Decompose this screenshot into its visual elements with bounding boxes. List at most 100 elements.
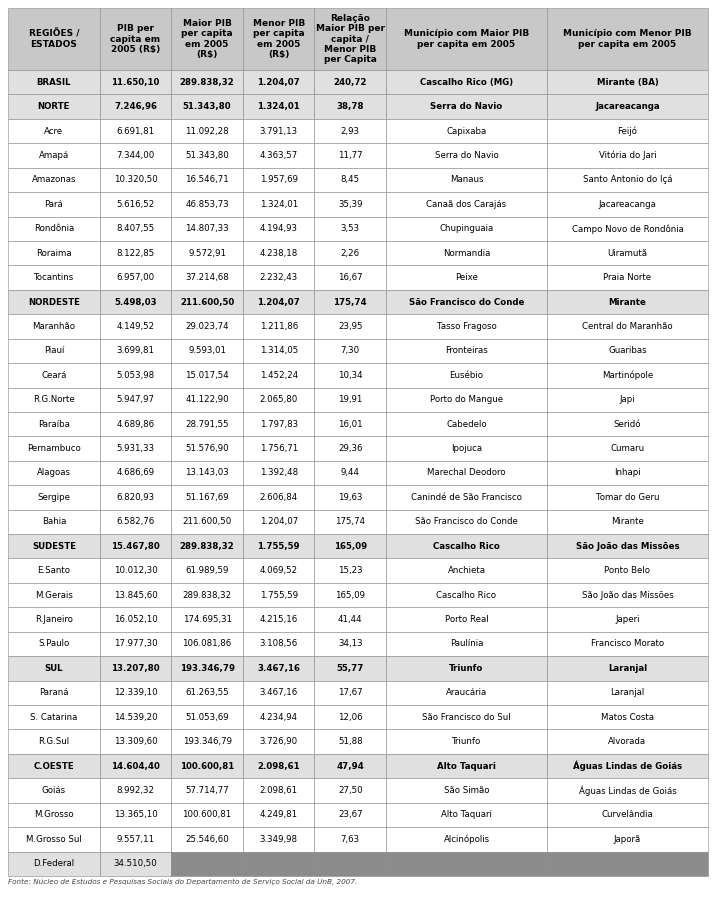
- Text: 3.699,81: 3.699,81: [117, 346, 155, 355]
- Bar: [386, 436, 547, 461]
- Bar: [100, 485, 171, 509]
- Bar: [386, 656, 547, 681]
- Bar: [100, 509, 171, 534]
- Text: R.G.Norte: R.G.Norte: [33, 395, 74, 404]
- Bar: [314, 607, 386, 632]
- Text: 6.691,81: 6.691,81: [117, 126, 155, 136]
- Text: Rondônia: Rondônia: [34, 224, 74, 234]
- Text: 100.600,81: 100.600,81: [183, 811, 232, 820]
- Bar: [243, 266, 314, 289]
- Bar: [386, 779, 547, 802]
- Text: Amazonas: Amazonas: [32, 175, 76, 184]
- Bar: [243, 363, 314, 387]
- Bar: [243, 314, 314, 339]
- Bar: [100, 168, 171, 192]
- Text: São Francisco do Conde: São Francisco do Conde: [415, 518, 518, 527]
- Bar: [8, 779, 100, 802]
- Bar: [171, 216, 243, 241]
- Text: 47,94: 47,94: [337, 761, 364, 770]
- Bar: [386, 8, 547, 70]
- Text: 175,74: 175,74: [334, 298, 367, 307]
- Text: 1.314,05: 1.314,05: [259, 346, 298, 355]
- Text: 13.845,60: 13.845,60: [114, 591, 158, 600]
- Text: Matos Costa: Matos Costa: [601, 713, 654, 722]
- Bar: [171, 827, 243, 852]
- Bar: [547, 94, 708, 119]
- Bar: [547, 729, 708, 754]
- Text: 38,78: 38,78: [337, 103, 364, 111]
- Bar: [8, 363, 100, 387]
- Text: M.Grosso: M.Grosso: [34, 811, 74, 820]
- Text: 11.650,10: 11.650,10: [112, 78, 160, 87]
- Text: 7,63: 7,63: [341, 834, 359, 844]
- Text: Francisco Morato: Francisco Morato: [591, 639, 664, 649]
- Text: Piauí: Piauí: [44, 346, 64, 355]
- Bar: [171, 143, 243, 168]
- Text: 289.838,32: 289.838,32: [180, 541, 234, 551]
- Bar: [547, 754, 708, 779]
- Bar: [171, 192, 243, 216]
- Text: 51.167,69: 51.167,69: [185, 493, 229, 502]
- Text: 1.452,24: 1.452,24: [259, 371, 298, 380]
- Text: 4.149,52: 4.149,52: [117, 322, 155, 331]
- Bar: [386, 70, 547, 94]
- Bar: [314, 70, 386, 94]
- Bar: [243, 705, 314, 729]
- Bar: [100, 94, 171, 119]
- Bar: [100, 705, 171, 729]
- Text: São João das Missões: São João das Missões: [581, 591, 673, 600]
- Bar: [8, 387, 100, 412]
- Bar: [171, 632, 243, 656]
- Bar: [8, 143, 100, 168]
- Text: 29,36: 29,36: [338, 444, 362, 453]
- Text: SUDESTE: SUDESTE: [32, 541, 76, 551]
- Bar: [100, 827, 171, 852]
- Text: Alcinópolis: Alcinópolis: [443, 834, 490, 845]
- Bar: [243, 8, 314, 70]
- Bar: [8, 216, 100, 241]
- Text: Vitória do Jari: Vitória do Jari: [599, 151, 657, 160]
- Bar: [547, 339, 708, 363]
- Text: R.G.Sul: R.G.Sul: [39, 737, 69, 747]
- Text: 2.065,80: 2.065,80: [259, 395, 298, 404]
- Bar: [8, 827, 100, 852]
- Text: 51,88: 51,88: [338, 737, 362, 747]
- Text: Feijó: Feijó: [618, 126, 637, 136]
- Text: 2,93: 2,93: [341, 126, 359, 136]
- Text: 29.023,74: 29.023,74: [185, 322, 229, 331]
- Text: 10.012,30: 10.012,30: [114, 566, 158, 575]
- Bar: [314, 168, 386, 192]
- Bar: [243, 241, 314, 266]
- Text: 1.204,07: 1.204,07: [257, 298, 300, 307]
- Text: 1.756,71: 1.756,71: [259, 444, 298, 453]
- Text: 1.755,59: 1.755,59: [260, 591, 298, 600]
- Bar: [8, 241, 100, 266]
- Bar: [171, 509, 243, 534]
- Bar: [171, 705, 243, 729]
- Bar: [243, 94, 314, 119]
- Text: 9,44: 9,44: [341, 468, 359, 477]
- Text: Canindé de São Francisco: Canindé de São Francisco: [411, 493, 522, 502]
- Bar: [547, 314, 708, 339]
- Text: Central do Maranhão: Central do Maranhão: [582, 322, 673, 331]
- Text: Porto do Mangue: Porto do Mangue: [430, 395, 503, 404]
- Text: Águas Lindas de Goiás: Águas Lindas de Goiás: [573, 761, 682, 771]
- Bar: [171, 70, 243, 94]
- Bar: [8, 168, 100, 192]
- Text: 12.339,10: 12.339,10: [114, 688, 158, 697]
- Text: 27,50: 27,50: [338, 786, 362, 795]
- Bar: [8, 754, 100, 779]
- Bar: [547, 583, 708, 607]
- Text: 1.204,07: 1.204,07: [257, 78, 300, 87]
- Bar: [100, 412, 171, 436]
- Bar: [314, 534, 386, 559]
- Bar: [243, 143, 314, 168]
- Text: 51.343,80: 51.343,80: [185, 151, 229, 160]
- Bar: [171, 607, 243, 632]
- Text: Guaribas: Guaribas: [608, 346, 647, 355]
- Bar: [171, 119, 243, 143]
- Bar: [243, 802, 314, 827]
- Text: Capixaba: Capixaba: [446, 126, 487, 136]
- Bar: [243, 168, 314, 192]
- Bar: [8, 656, 100, 681]
